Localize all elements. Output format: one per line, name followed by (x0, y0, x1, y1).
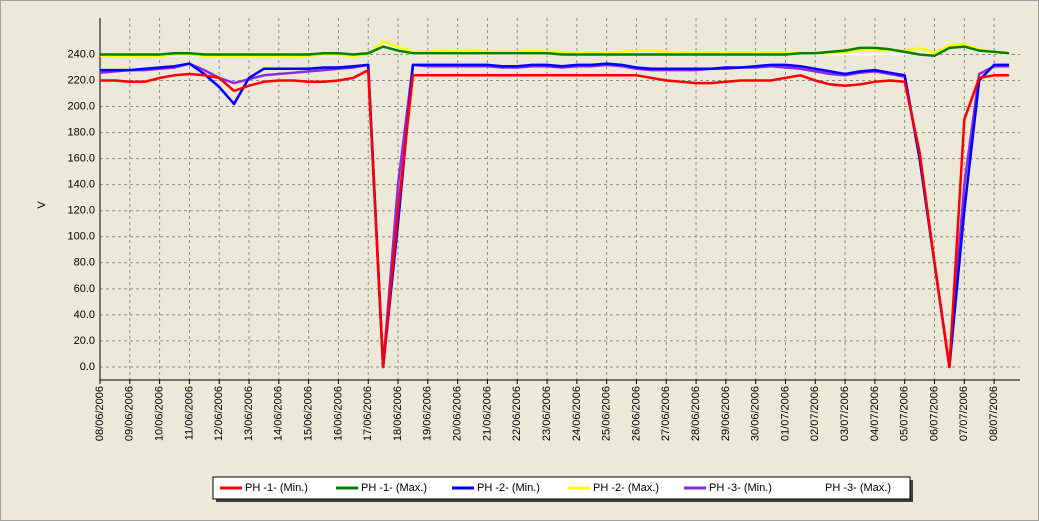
x-tick-label: 30/06/2006 (750, 386, 762, 441)
x-tick-label: 22/06/2006 (511, 386, 523, 441)
x-tick-label: 14/06/2006 (273, 386, 285, 441)
legend-label: PH -3- (Min.) (709, 482, 772, 494)
x-tick-label: 24/06/2006 (571, 386, 583, 441)
x-tick-label: 21/06/2006 (481, 386, 493, 441)
x-tick-label: 12/06/2006 (213, 386, 225, 441)
legend: PH -1- (Min.) PH -1- (Max.) PH -2- (Min.) P… (212, 476, 913, 502)
y-tick-label: 80.0 (74, 257, 95, 269)
x-tick-label: 11/06/2006 (183, 386, 195, 440)
x-tick-label: 02/07/2006 (809, 386, 821, 441)
x-tick-label: 15/06/2006 (303, 386, 315, 441)
x-tick-label: 19/06/2006 (422, 386, 434, 441)
legend-label: PH -2- (Min.) (477, 482, 540, 494)
y-tick-label: 0.0 (80, 361, 95, 373)
y-tick-label: 200.0 (67, 100, 95, 112)
y-tick-label: 220.0 (67, 74, 95, 86)
x-tick-label: 18/06/2006 (392, 386, 404, 441)
x-tick-label: 07/07/2006 (958, 386, 970, 441)
series-line (100, 68, 1009, 369)
x-tick-label: 20/06/2006 (452, 386, 464, 441)
series-line (100, 40, 1010, 58)
x-tick-label: 27/06/2006 (660, 386, 672, 441)
x-tick-label: 06/07/2006 (928, 386, 940, 441)
y-tick-label: 20.0 (74, 335, 95, 347)
series-line (100, 62, 1009, 369)
y-tick-label: 160.0 (67, 153, 95, 165)
legend-label: PH -1- (Min.) (245, 482, 308, 494)
x-tick-label: 28/06/2006 (690, 386, 702, 441)
series-line (99, 62, 1009, 369)
x-tick-label: 08/07/2006 (988, 386, 1000, 441)
y-tick-label: 40.0 (74, 309, 95, 321)
y-axis-label: V (36, 201, 48, 209)
x-tick-label: 10/06/2006 (154, 386, 166, 441)
legend-box (212, 476, 911, 500)
x-tick-label: 13/06/2006 (243, 386, 255, 441)
legend-label: PH -2- (Max.) (593, 482, 659, 494)
x-tick-label: 09/06/2006 (124, 386, 136, 441)
x-tick-label: 01/07/2006 (779, 386, 791, 441)
y-tick-label: 240.0 (67, 48, 95, 60)
series-line (100, 45, 1010, 58)
x-tick-label: 26/06/2006 (630, 386, 642, 441)
x-tick-label: 04/07/2006 (869, 386, 881, 441)
y-tick-label: 60.0 (74, 283, 95, 295)
y-tick-label: 100.0 (67, 231, 95, 243)
y-tick-label: 120.0 (67, 205, 95, 217)
x-tick-label: 23/06/2006 (541, 386, 553, 441)
legend-label: PH -1- (Max.) (361, 482, 427, 494)
x-tick-label: 16/06/2006 (332, 386, 344, 441)
x-tick-label: 03/07/2006 (839, 386, 851, 441)
x-tick-label: 05/07/2006 (899, 386, 911, 441)
y-tick-label: 180.0 (67, 126, 95, 138)
x-tick-label: 08/06/2006 (94, 386, 106, 441)
x-tick-label: 29/06/2006 (720, 386, 732, 441)
y-tick-label: 140.0 (67, 179, 95, 191)
x-tick-label: 17/06/2006 (362, 386, 374, 441)
legend-label: PH -3- (Max.) (825, 482, 891, 494)
x-tick-label: 25/06/2006 (601, 386, 613, 441)
